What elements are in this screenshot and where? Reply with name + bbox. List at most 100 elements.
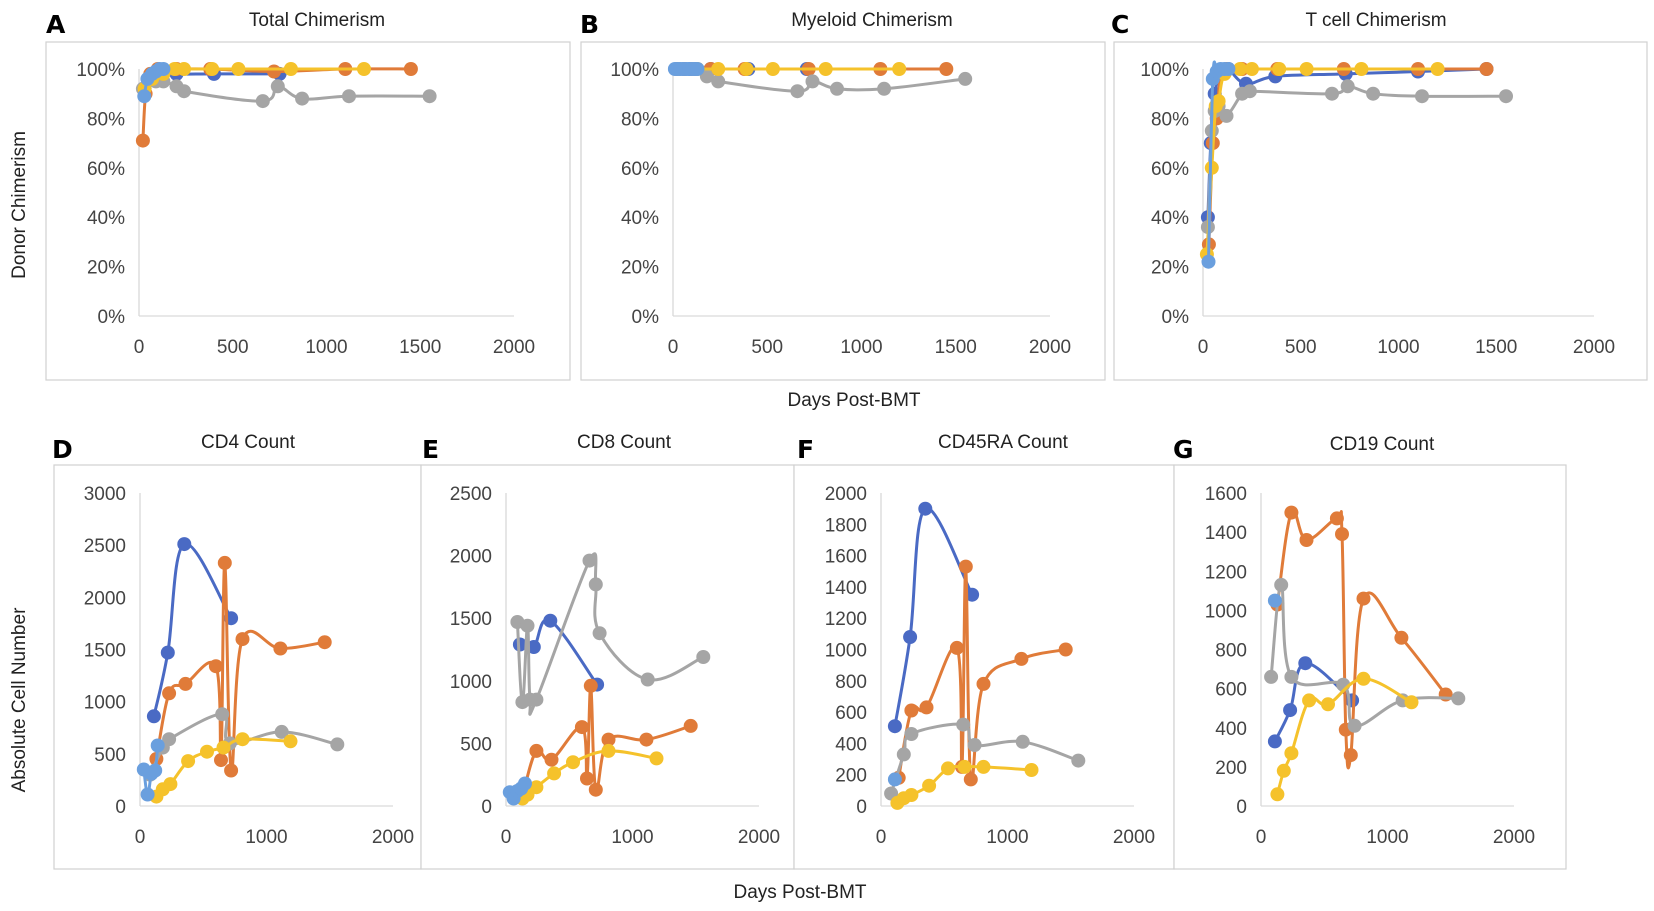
data-point-lightblue [1221,62,1236,76]
data-point-gray [1325,86,1339,101]
data-point-gray [696,650,711,664]
y-tick-label-b: 100% [610,60,659,81]
data-point-orange [601,732,616,747]
data-point-blue [177,537,192,552]
y-tick-label-b: 80% [621,109,659,130]
chart-total-chimerism: Total Chimerism 0% 20% 40% 60% 80% 100% 0 500 100… [76,10,535,358]
x-tick-label-b: 0 [668,337,679,358]
series-lightblue-f [887,772,902,787]
data-point-orange [639,732,654,747]
data-point-gray [958,71,973,86]
data-point-orange [939,62,954,76]
series-blue-f [887,501,980,734]
panel-label-g: G [1173,435,1194,464]
data-point-lightblue [137,89,152,104]
x-tick-label-f: 2000 [1113,827,1155,848]
data-point-lightblue [156,62,171,76]
data-point-yellow [1302,693,1317,708]
data-point-yellow [529,780,544,795]
y-tick-label-c: 0% [1162,307,1190,328]
chart-cd4-count: CD4 Count 0 500 1000 1500 2000 2500 3000 0 1000 20… [84,432,414,848]
data-point-blue [965,587,980,602]
x-tick-label-b: 1000 [840,337,882,358]
data-point-yellow [649,751,664,766]
data-point-yellow [566,755,580,770]
data-point-lightblue [690,62,705,76]
y-tick-label-c: 100% [1140,60,1189,81]
series-yellow-d [149,732,298,804]
y-tick-label-d: 2000 [84,588,126,609]
series-line-gray [515,552,705,716]
y-tick-label-b: 20% [621,258,659,279]
data-point-yellow [177,62,191,76]
y-tick-label-g: 0 [1236,797,1247,818]
data-point-yellow [283,62,298,76]
series-yellow-f [890,759,1039,810]
series-gray-e [510,552,711,716]
series-lightblue-b [667,62,705,76]
data-point-blue [1298,656,1313,671]
panel-label-a: A [46,10,66,39]
data-point-gray [1340,79,1355,94]
data-point-orange [403,62,418,76]
y-tick-label-a: 100% [76,60,125,81]
data-point-yellow [601,743,616,758]
data-point-blue [903,630,918,644]
data-point-orange [958,559,973,574]
y-tick-label-a: 40% [87,208,125,229]
data-point-orange [224,763,239,778]
data-point-gray [422,89,437,104]
chart-title-f: CD45RA Count [938,432,1069,453]
y-tick-label-a: 0% [98,307,126,328]
panel-label-f: F [797,435,814,464]
chart-t-cell-chimerism: T cell Chimerism 0% 20% 40% 60% 80% 100% 0 500 10… [1140,10,1615,358]
chart-cd19-count: CD19 Count 0 200 400 600 800 1000 1200 1400 1600 0… [1205,434,1535,848]
data-point-yellow [1299,62,1314,76]
y-tick-label-c: 60% [1151,159,1189,180]
data-point-yellow [205,62,220,76]
data-point-orange [574,720,589,735]
data-point-yellow [200,744,214,759]
data-point-gray [1071,753,1086,768]
data-point-gray [1366,86,1381,101]
x-tick-label-d: 0 [135,827,146,848]
data-point-yellow [904,788,919,802]
data-point-yellow [1276,763,1291,778]
data-point-orange [267,64,281,79]
y-tick-label-f: 1600 [825,547,867,568]
data-point-yellow [765,62,780,76]
x-tick-label-a: 2000 [493,337,535,358]
y-tick-label-b: 60% [621,159,659,180]
data-point-orange [1284,505,1299,520]
series-lightblue-a [137,62,171,104]
data-point-orange [1299,533,1314,547]
series-orange-d [149,555,332,778]
x-tick-label-c: 500 [1285,337,1317,358]
data-point-gray [877,81,892,96]
data-point-orange [683,718,698,733]
data-point-gray [896,747,911,762]
x-tick-label-c: 2000 [1573,337,1615,358]
y-tick-label-d: 500 [94,745,126,766]
shared-xlabel-top: Days Post-BMT [787,390,920,411]
data-point-gray [592,626,607,641]
y-tick-label-g: 600 [1215,680,1247,701]
y-tick-label-d: 1500 [84,641,126,662]
chart-title-b: Myeloid Chimerism [791,10,953,31]
y-tick-label-g: 400 [1215,719,1247,740]
data-point-orange [1356,591,1371,606]
data-point-orange [235,632,250,647]
frame-g [1173,464,1567,870]
data-point-gray [342,89,356,104]
data-point-orange [1394,630,1409,645]
x-tick-label-a: 1000 [305,337,347,358]
data-point-gray [295,91,310,106]
y-tick-label-d: 3000 [84,484,126,505]
data-point-gray [529,692,544,707]
data-point-yellow [1272,62,1287,76]
y-tick-label-e: 0 [481,797,492,818]
y-tick-label-f: 1200 [825,609,867,630]
data-point-yellow [1211,94,1226,109]
data-point-gray [1264,669,1279,684]
